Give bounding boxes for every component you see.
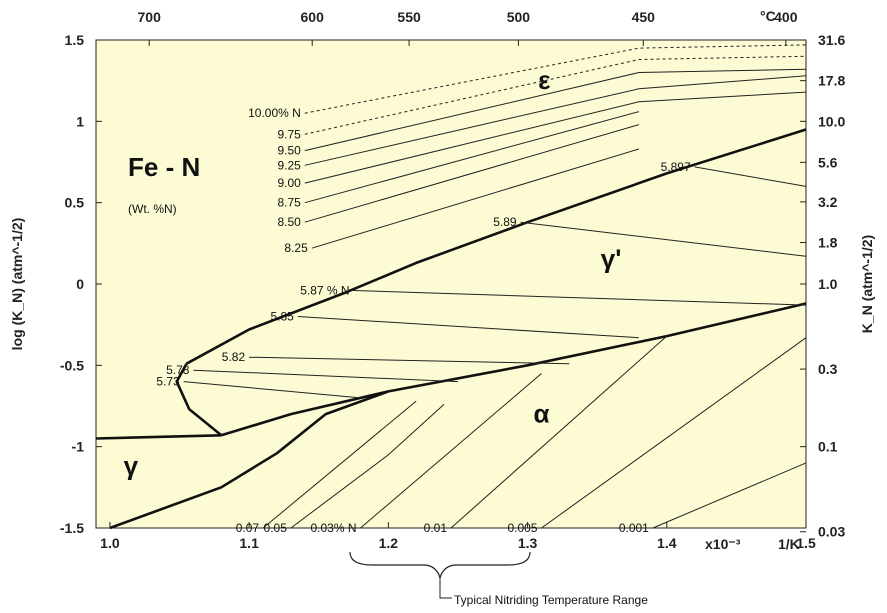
isoline-label-1: 0.05	[264, 521, 288, 535]
isoline-label-19: 9.75	[277, 127, 301, 141]
x-axis-multiplier: x10⁻³	[705, 536, 741, 552]
y-tick-label-4: -0.5	[60, 357, 84, 373]
y-axis-label-right: K_N (atm^-1/2)	[859, 235, 875, 333]
top-tick-label-2: 550	[397, 9, 421, 25]
top-tick-label-5: 400	[774, 9, 798, 25]
chart-title: Fe - N	[128, 152, 200, 182]
right-tick-label-9: 0.03	[818, 524, 845, 540]
chart-subtitle: (Wt. %N)	[128, 202, 177, 216]
boundary-gamma_prime_epsilon	[346, 128, 807, 294]
y-axis-label-left: log (K_N) (atm^-1/2)	[9, 218, 25, 351]
isoline-0	[262, 400, 417, 529]
top-tick-label-4: 450	[632, 9, 656, 25]
phase-label-1: γ'	[601, 244, 622, 274]
phase-label-3: γ	[124, 450, 139, 480]
phase-boundaries	[95, 128, 807, 530]
isoline-label-8: 5.82	[222, 350, 246, 364]
isoline-1	[290, 404, 445, 529]
boundary-gamma_alpha_lower	[109, 390, 389, 530]
phase-label-2: α	[533, 398, 549, 428]
y-tick-label-0: 1.5	[65, 32, 85, 48]
right-tick-label-3: 5.6	[818, 154, 838, 170]
isoline-label-20: 10.00% N	[248, 106, 301, 120]
top-tick-label-0: 700	[138, 9, 162, 25]
right-tick-label-4: 3.2	[818, 194, 838, 210]
isoline-7	[193, 369, 459, 383]
isoline-10	[353, 290, 807, 306]
right-tick-label-6: 1.0	[818, 276, 838, 292]
isoline-label-14: 8.50	[277, 215, 301, 229]
x-tick-label-3: 1.3	[518, 535, 538, 551]
top-tick-label-1: 600	[301, 9, 325, 25]
isoline-2	[360, 373, 542, 529]
temperature-range-brace	[349, 551, 531, 579]
top-axis-unit: °C	[760, 8, 776, 24]
isoline-label-0: 0.07	[236, 521, 260, 535]
x-tick-label-1: 1.1	[239, 535, 259, 551]
isoline-label-18: 9.50	[277, 144, 301, 158]
x-axis-label: 1/K	[778, 536, 800, 552]
phase-label-0: ε	[538, 65, 550, 95]
boundary-gamma_alpha	[220, 412, 292, 437]
isoline-19	[304, 55, 807, 135]
isoline-label-9: 5.85	[271, 310, 295, 324]
isoline-label-11: 5.89	[493, 215, 517, 229]
isoline-20	[304, 44, 807, 114]
isoline-label-15: 8.75	[277, 196, 301, 210]
boundary-gamma_upper	[185, 290, 348, 365]
y-tick-label-6: -1.5	[60, 520, 84, 536]
isoline-label-16: 9.00	[277, 176, 301, 190]
isoline-9	[297, 316, 639, 339]
annotation-leader	[439, 578, 452, 599]
y-tick-label-2: 0.5	[65, 195, 85, 211]
x-tick-label-0: 1.0	[100, 535, 120, 551]
x-tick-label-5: 1.5	[796, 535, 816, 551]
isoline-18	[304, 68, 807, 152]
isoline-17	[304, 75, 807, 166]
x-tick-label-4: 1.4	[657, 535, 677, 551]
isoline-8	[249, 356, 570, 365]
right-tick-label-5: 1.8	[818, 235, 838, 251]
boundary-gamma_nose	[175, 363, 223, 437]
x-tick-label-2: 1.2	[379, 535, 399, 551]
isoline-16	[304, 91, 807, 184]
isoline-15	[304, 111, 640, 204]
isoline-label-10: 5.87 % N	[300, 284, 349, 298]
y-tick-label-5: -1	[72, 439, 85, 455]
axis-ticks: 1.0 1.1 1.2 1.3 1.4 1.5 1.5 1 0.5 0 -0.5 -1 -1.5 700 6…	[60, 9, 846, 551]
isoline-label-7: 5.78	[166, 363, 190, 377]
boundary-eutectoid	[95, 434, 222, 440]
isoline-6	[183, 381, 361, 399]
isoline-13	[311, 148, 640, 249]
temperature-range-annotation: Typical Nitriding Temperature Range	[454, 593, 648, 607]
right-tick-label-8: 0.1	[818, 439, 838, 455]
right-tick-label-0: 31.6	[818, 32, 845, 48]
isoline-11	[520, 221, 807, 257]
isoline-label-12: 5.897	[661, 160, 691, 174]
isoline-12	[694, 166, 807, 187]
isoline-label-4: 0.005	[507, 521, 537, 535]
isoline-label-17: 9.25	[277, 158, 301, 172]
isoline-label-6: 5.73	[156, 375, 180, 389]
plot-area	[95, 39, 807, 529]
right-tick-label-2: 10.0	[818, 113, 845, 129]
boundary-alpha_gamma_prime	[290, 302, 807, 416]
isoline-3	[450, 335, 668, 529]
right-tick-label-7: 0.3	[818, 361, 838, 377]
isoline-label-5: 0.001	[619, 521, 649, 535]
isoline-14	[304, 124, 640, 223]
right-tick-label-1: 17.8	[818, 73, 845, 89]
isolines: 0.07 0.05 0.03% N 0.01 0.005 0.001 5.735.78 5.8…	[124, 44, 807, 535]
isoline-5	[652, 462, 807, 529]
y-tick-label-1: 1	[76, 113, 84, 129]
isoline-4	[541, 337, 807, 529]
top-tick-label-3: 500	[507, 9, 531, 25]
isoline-label-13: 8.25	[284, 241, 308, 255]
isoline-label-2: 0.03% N	[310, 521, 356, 535]
isoline-label-3: 0.01	[424, 521, 448, 535]
y-tick-label-3: 0	[76, 276, 84, 292]
